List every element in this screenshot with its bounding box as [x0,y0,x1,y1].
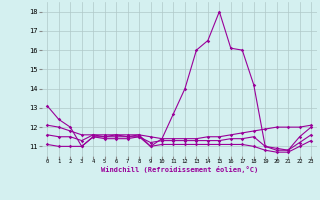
X-axis label: Windchill (Refroidissement éolien,°C): Windchill (Refroidissement éolien,°C) [100,166,258,173]
